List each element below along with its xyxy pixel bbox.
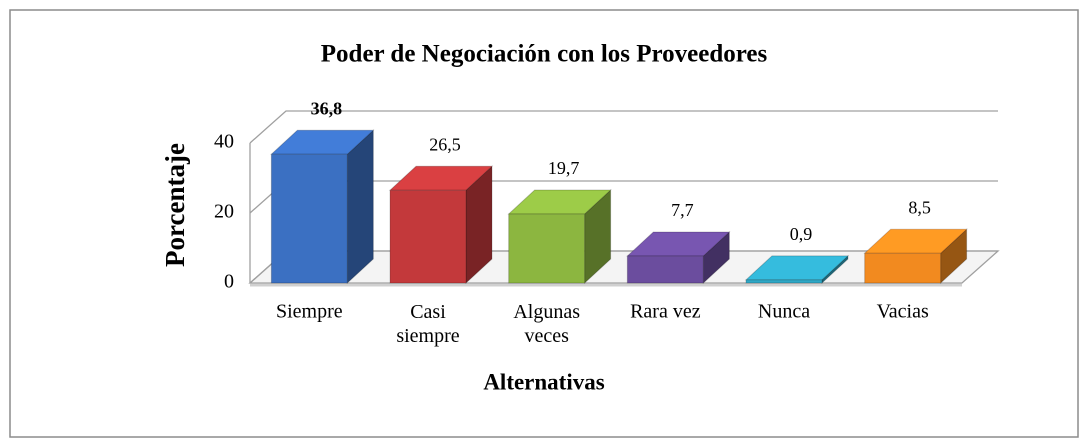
x-axis-title: Alternativas [483, 369, 604, 394]
value-label: 8,5 [908, 197, 931, 217]
y-axis-title: Porcentaje [160, 143, 190, 267]
value-label: 0,9 [790, 224, 813, 244]
value-label: 7,7 [671, 200, 694, 220]
value-label: 19,7 [548, 158, 580, 178]
x-tick-label: Nunca [758, 301, 810, 323]
x-tick-label: Casi siempre [396, 301, 459, 347]
bar-front [626, 255, 704, 284]
bar-front [389, 189, 467, 284]
bar [863, 228, 968, 285]
grid-line [249, 110, 998, 144]
bar [270, 129, 375, 285]
bar [388, 165, 494, 285]
y-tick-label: 40 [214, 131, 234, 153]
bar [626, 230, 731, 285]
chart-title: Poder de Negociación con los Proveedores [321, 41, 768, 68]
x-tick-label: Siempre [276, 301, 343, 323]
value-label: 26,5 [429, 134, 461, 154]
x-tick-label: Algunas veces [513, 301, 580, 347]
bar-side [346, 129, 374, 285]
x-tick-label: Vacias [877, 301, 929, 323]
bar [507, 188, 612, 285]
bar-front [864, 252, 942, 284]
y-tick-label: 0 [224, 271, 234, 293]
bar-front [270, 153, 348, 284]
value-label: 36,8 [311, 98, 343, 118]
y-tick-label: 20 [214, 201, 234, 223]
bar-front [745, 279, 823, 284]
bar-front [508, 213, 586, 284]
x-tick-label: Rara vez [630, 301, 701, 323]
bar [744, 254, 850, 285]
